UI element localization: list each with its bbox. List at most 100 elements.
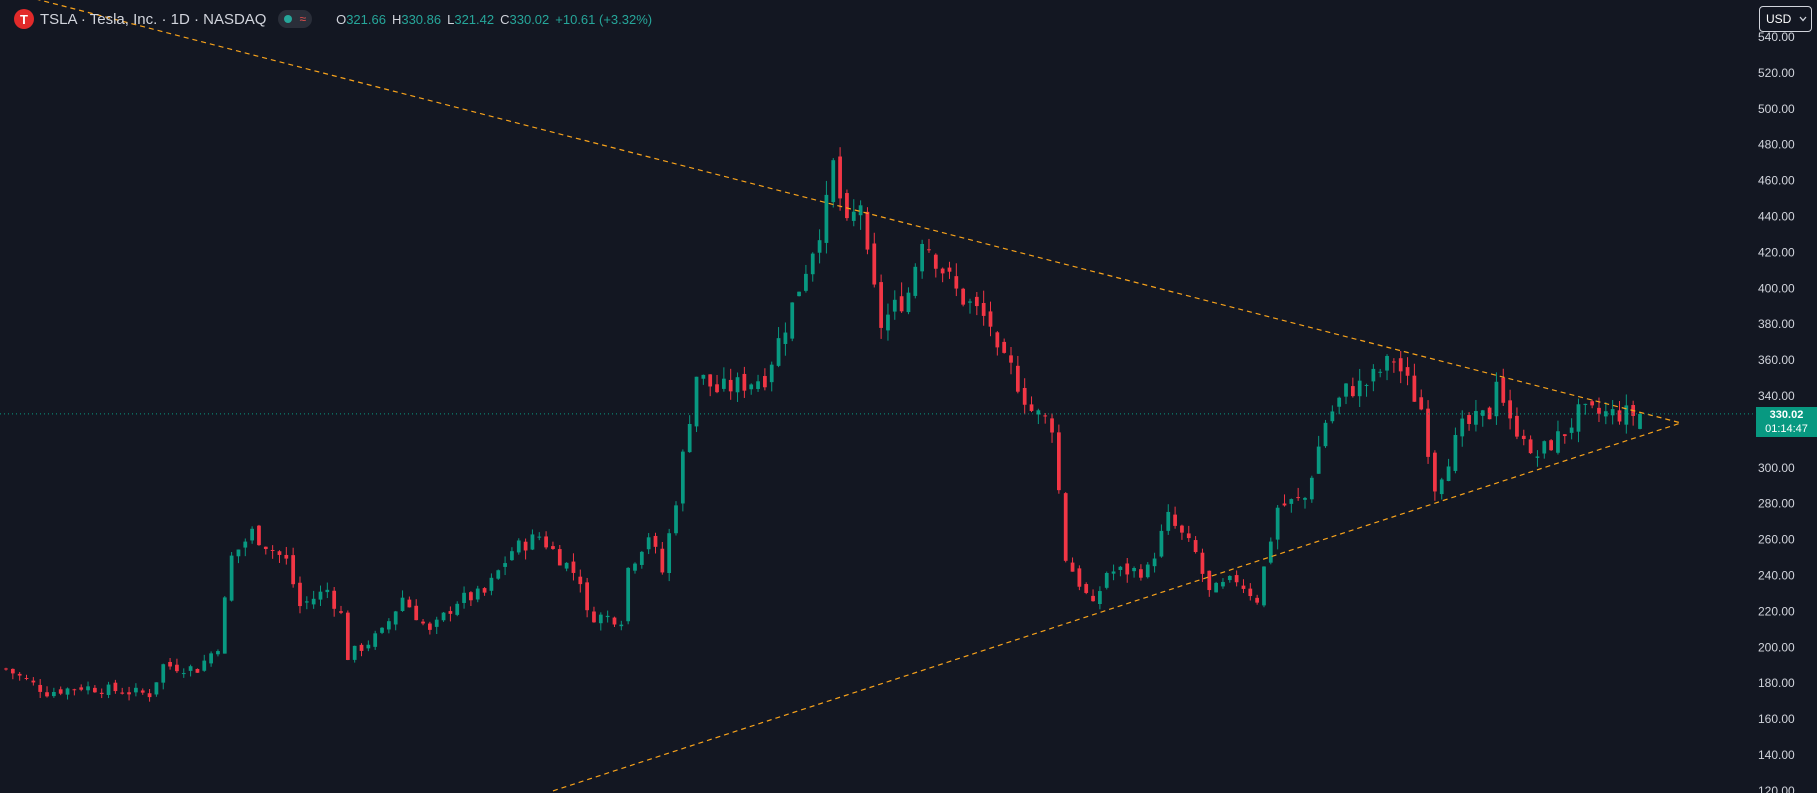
candle <box>325 582 330 599</box>
candle <box>797 291 801 297</box>
candle <box>380 627 384 635</box>
candle <box>1535 450 1540 467</box>
candle <box>1091 589 1095 602</box>
currency-label: USD <box>1766 12 1792 26</box>
price-axis-tick: 260.00 <box>1758 533 1795 547</box>
price-axis-tick: 400.00 <box>1758 281 1795 295</box>
candle <box>17 672 22 681</box>
candle <box>906 287 911 315</box>
candle <box>1275 505 1280 550</box>
candle <box>1405 357 1410 386</box>
candle <box>598 612 603 631</box>
candle <box>1050 413 1054 443</box>
bar-countdown: 01:14:47 <box>1765 423 1808 435</box>
candle <box>1474 399 1478 432</box>
candle <box>45 686 49 698</box>
candle <box>592 606 596 623</box>
candle <box>1378 368 1383 378</box>
candle <box>1015 355 1020 394</box>
candle <box>428 621 432 635</box>
candle <box>393 610 398 631</box>
ohlc-close-key: C <box>500 11 510 27</box>
price-axis-tick: 460.00 <box>1758 174 1795 188</box>
ohlc-high-value: 330.86 <box>401 11 442 27</box>
candle <box>694 376 699 433</box>
price-axis-tick: 200.00 <box>1758 640 1795 654</box>
candle <box>619 620 624 631</box>
candle <box>1173 506 1177 529</box>
candle <box>940 267 945 283</box>
candle <box>1207 570 1212 597</box>
ohlc-values: O 321.66 H 330.86 L 321.42 C 330.02 +10.61 (… <box>330 12 652 27</box>
candle <box>865 207 870 255</box>
candle <box>1624 394 1629 434</box>
candle <box>1152 552 1157 573</box>
candle <box>886 303 890 341</box>
candle <box>1036 408 1041 425</box>
candle <box>510 547 514 561</box>
candle <box>434 616 439 635</box>
candle <box>1268 537 1273 565</box>
candle <box>1337 396 1342 415</box>
candle <box>1104 571 1109 590</box>
currency-selector[interactable]: USD <box>1759 6 1812 32</box>
candle <box>421 618 425 626</box>
candle <box>4 667 8 671</box>
candle <box>373 630 378 650</box>
candle <box>113 679 118 694</box>
candle <box>414 599 419 621</box>
candle <box>851 199 856 227</box>
candle <box>1426 400 1430 464</box>
candle <box>482 587 487 596</box>
tesla-logo-icon: T <box>14 9 34 29</box>
candle <box>1487 406 1492 420</box>
candle <box>551 541 555 550</box>
candle <box>140 688 145 695</box>
candle <box>605 610 610 623</box>
trendline-upper[interactable] <box>0 0 1682 424</box>
candle <box>188 664 193 677</box>
market-status[interactable]: ≈ <box>278 10 313 28</box>
candle <box>646 533 651 555</box>
candle <box>995 331 1000 356</box>
ohlc-high-key: H <box>391 11 402 27</box>
symbol-legend: T TSLA · Tesla, Inc. · 1D · NASDAQ ≈ O 32… <box>14 8 652 30</box>
candle <box>728 368 733 400</box>
candle <box>763 368 767 391</box>
price-axis-tick: 420.00 <box>1758 245 1795 259</box>
candle <box>496 569 501 580</box>
candle <box>154 682 159 697</box>
price-axis-tick: 340.00 <box>1758 389 1795 403</box>
candle <box>968 298 972 314</box>
candle <box>1166 504 1171 535</box>
market-open-dot-icon <box>284 15 293 23</box>
candle <box>824 180 829 254</box>
candle <box>65 687 70 700</box>
candle <box>947 261 952 279</box>
candle <box>1132 566 1136 578</box>
candle <box>954 263 959 297</box>
candle <box>1371 364 1376 392</box>
candle <box>1350 377 1355 398</box>
candle <box>530 529 535 551</box>
candle <box>1145 562 1150 579</box>
candle <box>106 681 111 699</box>
candle <box>790 302 795 342</box>
candle <box>1638 412 1642 430</box>
symbol-title[interactable]: TSLA · Tesla, Inc. · 1D · NASDAQ <box>40 10 267 28</box>
candle <box>639 550 644 569</box>
candle <box>257 524 261 546</box>
candle <box>674 501 678 536</box>
candle <box>222 596 227 654</box>
candle <box>284 546 289 565</box>
candle <box>1221 578 1225 589</box>
price-axis: 120.00 140.00 160.00 180.00 200.00 220.00 240.… <box>1758 30 1795 793</box>
candle <box>1262 566 1266 608</box>
price-axis-tick: 380.00 <box>1758 317 1795 331</box>
candle <box>564 562 569 572</box>
candlestick-series <box>4 147 1642 702</box>
candle <box>920 239 925 279</box>
candle <box>1289 498 1294 513</box>
candle <box>1508 389 1512 430</box>
